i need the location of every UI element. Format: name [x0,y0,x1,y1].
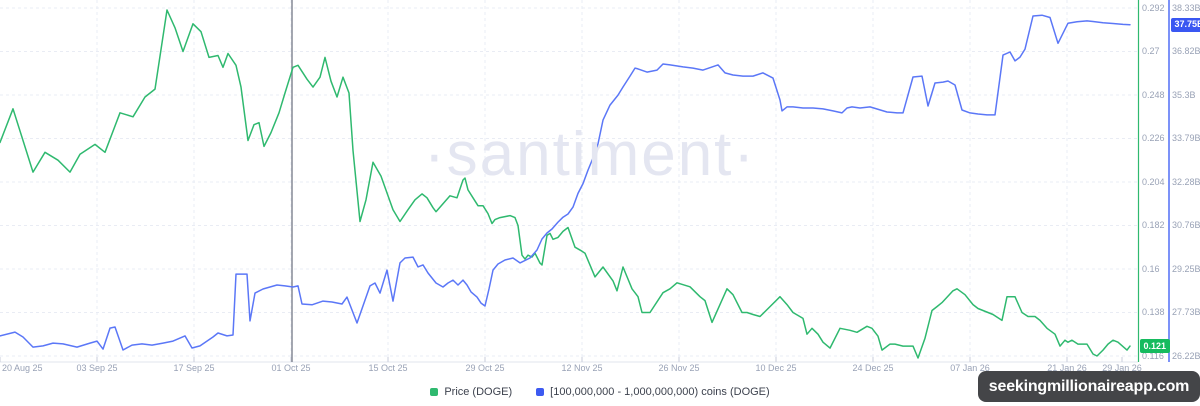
holders-axis-tick-label: 27.73B [1172,307,1200,317]
legend-item[interactable]: [100,000,000 - 1,000,000,000) coins (DOG… [536,386,770,398]
legend-swatch-icon [536,388,545,396]
x-axis-tick-label: 15 Oct 25 [368,363,408,373]
x-axis-tick-label: 12 Nov 25 [561,363,603,373]
price-line [0,9,1131,359]
holders-axis-tick-label: 29.25B [1172,263,1200,274]
x-axis-tick-label: 03 Sep 25 [76,363,118,373]
holders-line [0,14,1131,351]
x-axis-tick-label: 21 Jan 26 [1047,363,1087,373]
site-watermark: seekingmillionaireapp.com [978,371,1200,402]
legend-label: [100,000,000 - 1,000,000,000) coins (DOG… [550,386,770,398]
price-axis-tick-label: 0.182 [1142,220,1165,230]
price-axis-tick-label: 0.204 [1142,176,1165,187]
x-axis-tick-label: 10 Dec 25 [755,363,797,373]
holders-axis-tick-label: 30.76B [1172,220,1200,230]
holders-axis-tick-label: 35.3B [1172,89,1196,100]
price-axis-tick-label: 0.138 [1142,307,1165,317]
holders-axis-tick-label: 32.28B [1172,176,1200,187]
legend-item[interactable]: Price (DOGE) [430,386,512,398]
price-axis-tick-label: 0.292 [1142,2,1165,13]
price-last-value-badge: 0.121 [1140,339,1170,354]
price-axis-tick-label: 0.248 [1142,89,1165,100]
holders-axis-tick-label: 38.33B [1172,2,1200,13]
x-axis-tick-label: 29 Oct 25 [465,363,505,373]
x-axis-tick-label: 07 Jan 26 [950,363,990,373]
price-axis-tick-label: 0.27 [1142,46,1160,56]
legend-label: Price (DOGE) [444,386,513,398]
holders-last-value-badge: 37.75B [1171,17,1200,32]
holders-axis-tick-label: 36.82B [1172,46,1200,56]
x-axis-tick-label: 26 Nov 25 [658,363,700,373]
price-axis-tick-label: 0.226 [1142,133,1165,143]
x-axis-tick-label: 17 Sep 25 [173,363,215,373]
legend-swatch-icon [430,388,439,396]
holders-axis-tick-label: 26.22B [1172,350,1200,361]
price-axis-tick-label: 0.116 [1142,350,1164,361]
x-axis-tick-label: 24 Dec 25 [852,363,894,373]
x-axis-tick-label: 29 Jan 26 [1102,363,1142,373]
x-axis-tick-label: 20 Aug 25 [2,363,43,373]
holders-axis-tick-label: 33.79B [1172,133,1200,143]
chart-legend: Price (DOGE) [100,000,000 - 1,000,000,000… [0,386,1200,398]
x-axis-tick-label: 01 Oct 25 [271,363,311,373]
price-axis-tick-label: 0.16 [1142,263,1160,274]
chart-plot[interactable] [0,0,1200,370]
